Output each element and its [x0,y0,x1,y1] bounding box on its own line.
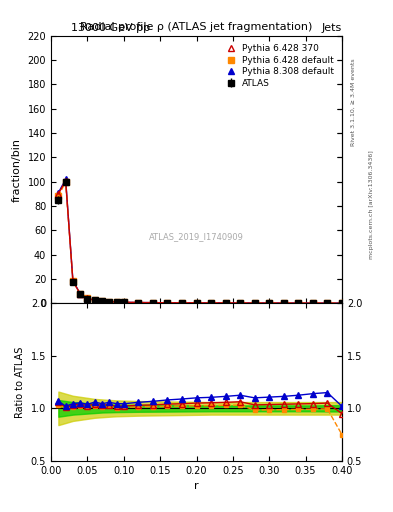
Pythia 6.428 370 [194,300,199,306]
Pythia 8.308 default [209,300,213,306]
Pythia 6.428 370 [78,291,83,297]
Pythia 8.308 default [296,300,301,306]
Pythia 8.308 default [223,300,228,306]
Text: Jets: Jets [321,23,342,33]
Pythia 8.308 default [107,298,112,305]
Pythia 6.428 370 [63,178,68,184]
Text: mcplots.cern.ch [arXiv:1306.3436]: mcplots.cern.ch [arXiv:1306.3436] [369,151,374,259]
Line: Pythia 6.428 default: Pythia 6.428 default [55,179,345,306]
Pythia 8.308 default [63,176,68,182]
Pythia 6.428 370 [136,300,141,306]
Pythia 6.428 default [85,295,90,302]
Pythia 6.428 default [165,300,170,306]
Pythia 6.428 370 [252,300,257,306]
Pythia 6.428 370 [151,300,155,306]
Pythia 8.308 default [325,300,330,306]
X-axis label: r: r [194,481,199,491]
Pythia 6.428 370 [238,300,242,306]
Pythia 6.428 default [114,299,119,305]
Pythia 6.428 default [238,300,242,306]
Y-axis label: Ratio to ATLAS: Ratio to ATLAS [15,347,25,418]
Pythia 6.428 default [267,300,272,306]
Pythia 6.428 370 [325,300,330,306]
Pythia 8.308 default [56,189,61,196]
Pythia 8.308 default [238,300,242,306]
Pythia 8.308 default [281,300,286,306]
Pythia 8.308 default [100,298,105,304]
Text: 13000 GeV pp: 13000 GeV pp [71,23,150,33]
Pythia 8.308 default [267,300,272,306]
Pythia 6.428 default [209,300,213,306]
Pythia 6.428 default [180,300,184,306]
Pythia 6.428 default [100,298,105,304]
Title: Radial profile ρ (ATLAS jet fragmentation): Radial profile ρ (ATLAS jet fragmentatio… [80,23,313,32]
Pythia 6.428 default [252,300,257,306]
Pythia 6.428 default [136,300,141,306]
Pythia 8.308 default [121,299,126,305]
Text: ATLAS_2019_I1740909: ATLAS_2019_I1740909 [149,232,244,241]
Pythia 6.428 370 [107,298,112,305]
Pythia 6.428 default [151,300,155,306]
Pythia 6.428 370 [180,300,184,306]
Text: Rivet 3.1.10, ≥ 3.4M events: Rivet 3.1.10, ≥ 3.4M events [351,58,356,146]
Pythia 6.428 370 [121,299,126,305]
Pythia 8.308 default [71,278,75,284]
Pythia 8.308 default [151,300,155,306]
Pythia 6.428 370 [56,191,61,197]
Pythia 6.428 default [310,300,315,306]
Pythia 6.428 default [281,300,286,306]
Pythia 8.308 default [310,300,315,306]
Pythia 6.428 370 [310,300,315,306]
Pythia 6.428 default [223,300,228,306]
Pythia 6.428 370 [165,300,170,306]
Pythia 8.308 default [114,299,119,305]
Pythia 8.308 default [165,300,170,306]
Pythia 6.428 default [92,297,97,304]
Pythia 8.308 default [194,300,199,306]
Pythia 6.428 370 [267,300,272,306]
Pythia 6.428 default [340,300,344,306]
Pythia 6.428 370 [281,300,286,306]
Pythia 6.428 370 [209,300,213,306]
Pythia 6.428 default [296,300,301,306]
Pythia 6.428 370 [100,298,105,304]
Y-axis label: fraction/bin: fraction/bin [12,138,22,202]
Pythia 6.428 default [63,179,68,185]
Pythia 6.428 default [325,300,330,306]
Pythia 6.428 370 [223,300,228,306]
Pythia 6.428 default [56,194,61,200]
Pythia 6.428 370 [92,297,97,303]
Legend: Pythia 6.428 370, Pythia 6.428 default, Pythia 8.308 default, ATLAS: Pythia 6.428 370, Pythia 6.428 default, … [220,40,338,92]
Pythia 6.428 default [107,298,112,305]
Pythia 8.308 default [85,295,90,302]
Pythia 8.308 default [136,300,141,306]
Pythia 6.428 370 [85,295,90,302]
Pythia 6.428 default [121,299,126,305]
Pythia 6.428 370 [114,299,119,305]
Line: Pythia 6.428 370: Pythia 6.428 370 [55,177,345,307]
Line: Pythia 8.308 default: Pythia 8.308 default [55,176,345,307]
Pythia 8.308 default [340,300,344,306]
Pythia 8.308 default [92,297,97,303]
Pythia 6.428 370 [340,300,344,306]
Pythia 6.428 default [194,300,199,306]
Pythia 8.308 default [252,300,257,306]
Pythia 6.428 default [78,291,83,297]
Pythia 8.308 default [78,291,83,297]
Pythia 6.428 default [71,278,75,284]
Pythia 6.428 370 [71,278,75,284]
Pythia 8.308 default [180,300,184,306]
Pythia 6.428 370 [296,300,301,306]
